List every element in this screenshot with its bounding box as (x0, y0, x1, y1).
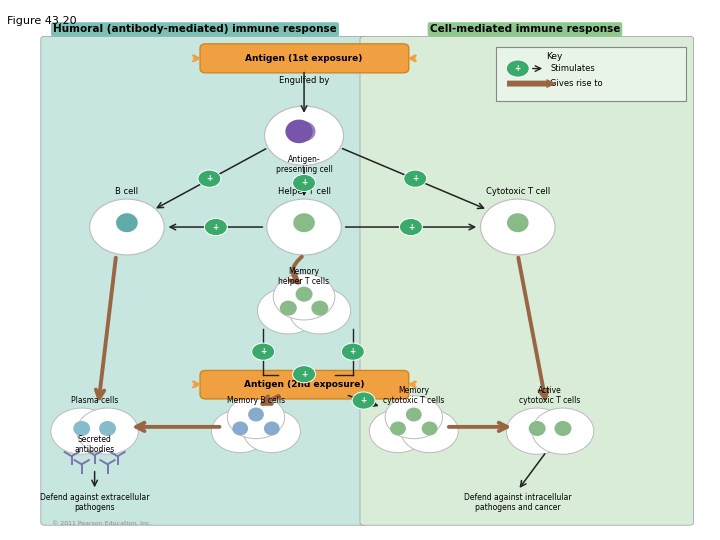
Circle shape (369, 410, 427, 453)
Circle shape (77, 408, 138, 454)
Circle shape (265, 106, 343, 165)
Ellipse shape (280, 301, 297, 316)
Text: B cell: B cell (115, 187, 138, 197)
Text: +: + (212, 222, 219, 232)
Text: Antigen (1st exposure): Antigen (1st exposure) (246, 54, 363, 63)
Ellipse shape (296, 287, 312, 302)
Text: Secreted
antibodies: Secreted antibodies (74, 435, 114, 454)
Text: Memory B cells: Memory B cells (227, 396, 285, 406)
Text: +: + (408, 222, 414, 232)
Text: Gives rise to: Gives rise to (550, 79, 603, 88)
Ellipse shape (99, 421, 116, 436)
Ellipse shape (311, 301, 328, 316)
Text: +: + (260, 347, 266, 356)
Text: +: + (301, 178, 307, 187)
Text: Memory
cytotoxic T cells: Memory cytotoxic T cells (383, 386, 444, 406)
Circle shape (532, 408, 594, 454)
Circle shape (89, 199, 164, 255)
Circle shape (506, 60, 529, 77)
Text: +: + (412, 174, 418, 183)
Circle shape (51, 408, 112, 454)
Circle shape (385, 396, 443, 438)
Circle shape (198, 170, 221, 187)
Circle shape (258, 288, 319, 334)
Text: Cell-mediated immune response: Cell-mediated immune response (430, 24, 620, 35)
Ellipse shape (406, 408, 422, 422)
FancyBboxPatch shape (200, 370, 409, 399)
FancyBboxPatch shape (360, 36, 693, 525)
Circle shape (252, 343, 274, 360)
Ellipse shape (285, 119, 312, 143)
Text: Helper T cell: Helper T cell (277, 187, 330, 197)
Text: © 2011 Pearson Education, Inc.: © 2011 Pearson Education, Inc. (52, 521, 151, 526)
Circle shape (243, 410, 300, 453)
Text: Humoral (antibody-mediated) immune response: Humoral (antibody-mediated) immune respo… (53, 24, 337, 35)
Text: Stimulates: Stimulates (550, 64, 595, 73)
Circle shape (292, 366, 315, 383)
Text: Defend against extracellular
pathogens: Defend against extracellular pathogens (40, 493, 149, 512)
Text: Antigen (2nd exposure): Antigen (2nd exposure) (244, 380, 364, 389)
Circle shape (273, 274, 335, 320)
Circle shape (212, 410, 269, 453)
Ellipse shape (554, 421, 572, 436)
Ellipse shape (264, 422, 279, 435)
FancyArrow shape (507, 79, 557, 88)
Circle shape (506, 408, 568, 454)
Ellipse shape (293, 213, 315, 232)
Ellipse shape (528, 421, 546, 436)
Circle shape (341, 343, 364, 360)
Ellipse shape (73, 421, 90, 436)
Text: Antigen-
presenting cell: Antigen- presenting cell (276, 155, 333, 174)
Text: +: + (361, 396, 366, 405)
Circle shape (400, 218, 423, 235)
Text: Active
cytotoxic T cells: Active cytotoxic T cells (519, 386, 581, 406)
FancyBboxPatch shape (200, 44, 409, 73)
Circle shape (480, 199, 555, 255)
Ellipse shape (390, 422, 406, 435)
Ellipse shape (116, 213, 138, 232)
FancyBboxPatch shape (496, 47, 686, 101)
Text: +: + (350, 347, 356, 356)
Ellipse shape (292, 122, 315, 141)
Ellipse shape (507, 213, 528, 232)
Circle shape (289, 288, 351, 334)
Ellipse shape (248, 408, 264, 422)
Circle shape (204, 218, 228, 235)
Circle shape (292, 174, 315, 192)
Text: +: + (515, 64, 521, 73)
FancyBboxPatch shape (41, 36, 367, 525)
Circle shape (267, 199, 341, 255)
Text: Cytotoxic T cell: Cytotoxic T cell (486, 187, 550, 197)
Circle shape (404, 170, 427, 187)
Ellipse shape (233, 422, 248, 435)
Text: Memory
helper T cells: Memory helper T cells (279, 267, 330, 286)
Text: Figure 43.20: Figure 43.20 (7, 16, 77, 26)
Text: Engulfed by: Engulfed by (279, 76, 329, 85)
Circle shape (228, 396, 284, 438)
Circle shape (352, 392, 375, 409)
Text: +: + (206, 174, 212, 183)
Text: Key: Key (546, 52, 563, 60)
Ellipse shape (422, 422, 438, 435)
Circle shape (401, 410, 458, 453)
Text: +: + (301, 370, 307, 379)
Text: Defend against intracellular
pathogens and cancer: Defend against intracellular pathogens a… (464, 493, 572, 512)
Text: Plasma cells: Plasma cells (71, 396, 118, 406)
